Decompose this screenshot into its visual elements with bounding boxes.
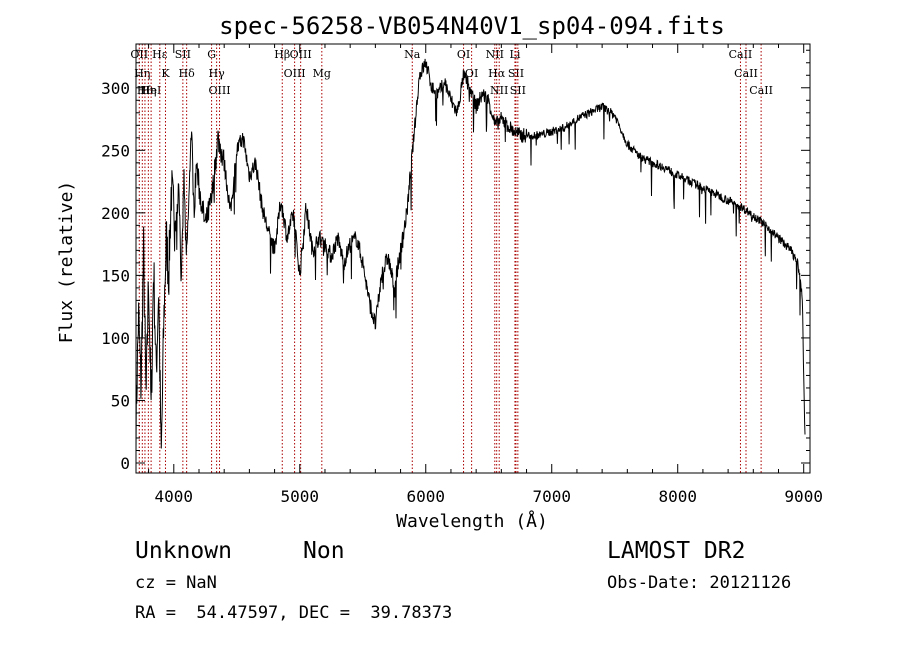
line-marker-label: SII xyxy=(508,67,524,80)
redshift-value: cz = NaN xyxy=(135,573,217,593)
line-marker-label: SII xyxy=(175,48,191,61)
line-marker-label: Na xyxy=(404,48,421,61)
line-marker-label: OI xyxy=(457,48,470,61)
object-class: Unknown xyxy=(135,538,232,564)
line-marker-label: Li xyxy=(510,48,521,61)
line-marker-layer: OIIHηHθHηHeIHεKSIIHδGHγOIIIHβOIIIOIIIMgN… xyxy=(130,44,773,473)
line-marker-label: SII xyxy=(510,84,526,97)
line-marker-label: HeI xyxy=(141,84,161,97)
x-axis-label: Wavelength (Å) xyxy=(396,510,548,532)
line-marker-label: Hθ xyxy=(137,84,154,97)
line-marker-label: CaII xyxy=(734,67,758,80)
line-marker-label: NII xyxy=(490,84,508,97)
line-marker-label: Hδ xyxy=(179,67,196,80)
line-marker-label: OIII xyxy=(290,48,312,61)
obs-date: Obs-Date: 20121126 xyxy=(607,573,792,593)
x-tick-label: 8000 xyxy=(658,487,697,506)
line-marker-label: CaII xyxy=(749,84,773,97)
y-tick-label: 0 xyxy=(120,454,130,473)
x-tick-label: 5000 xyxy=(281,487,320,506)
line-marker-label: CaII xyxy=(729,48,753,61)
line-marker-label: OIII xyxy=(208,84,230,97)
plot-frame xyxy=(135,43,811,474)
y-tick-label: 300 xyxy=(101,79,130,98)
line-marker-label: G xyxy=(207,48,216,61)
line-marker-label: Hε xyxy=(152,48,168,61)
y-tick-label: 150 xyxy=(101,266,130,285)
object-subclass: Non xyxy=(303,538,345,564)
line-marker-label: Mg xyxy=(313,67,331,80)
y-tick-label: 50 xyxy=(111,391,130,410)
line-marker-label: OI xyxy=(465,67,478,80)
y-tick-label: 250 xyxy=(101,141,130,160)
x-tick-label: 6000 xyxy=(406,487,445,506)
y-tick-label: 200 xyxy=(101,204,130,223)
spectrum-layer xyxy=(135,58,806,454)
line-marker-label: Hγ xyxy=(209,67,226,80)
spectrum-line xyxy=(135,58,806,454)
line-marker-label: Hη xyxy=(134,67,150,80)
coordinates: RA = 54.47597, DEC = 39.78373 xyxy=(135,603,453,623)
x-tick-label: 7000 xyxy=(532,487,571,506)
x-tick-label: 4000 xyxy=(155,487,194,506)
line-marker-label: Hα xyxy=(488,67,506,80)
line-marker-label: OII xyxy=(130,48,148,61)
line-marker-label: Hη xyxy=(140,84,156,97)
y-axis-label: Flux (relative) xyxy=(56,181,77,344)
axis-ticks: 4000 5000 6000 7000 8000 9000 0 50 100 150 200 250 3… xyxy=(101,44,823,506)
line-marker-label: OIII xyxy=(284,67,306,80)
y-tick-label: 100 xyxy=(101,329,130,348)
chart-title: spec-56258-VB054N40V1_sp04-094.fits xyxy=(219,12,725,40)
line-marker-label: NII xyxy=(486,48,504,61)
line-marker-label: Hβ xyxy=(274,48,290,61)
survey-label: LAMOST DR2 xyxy=(607,538,746,564)
x-tick-label: 9000 xyxy=(784,487,823,506)
line-marker-label: K xyxy=(161,67,170,80)
